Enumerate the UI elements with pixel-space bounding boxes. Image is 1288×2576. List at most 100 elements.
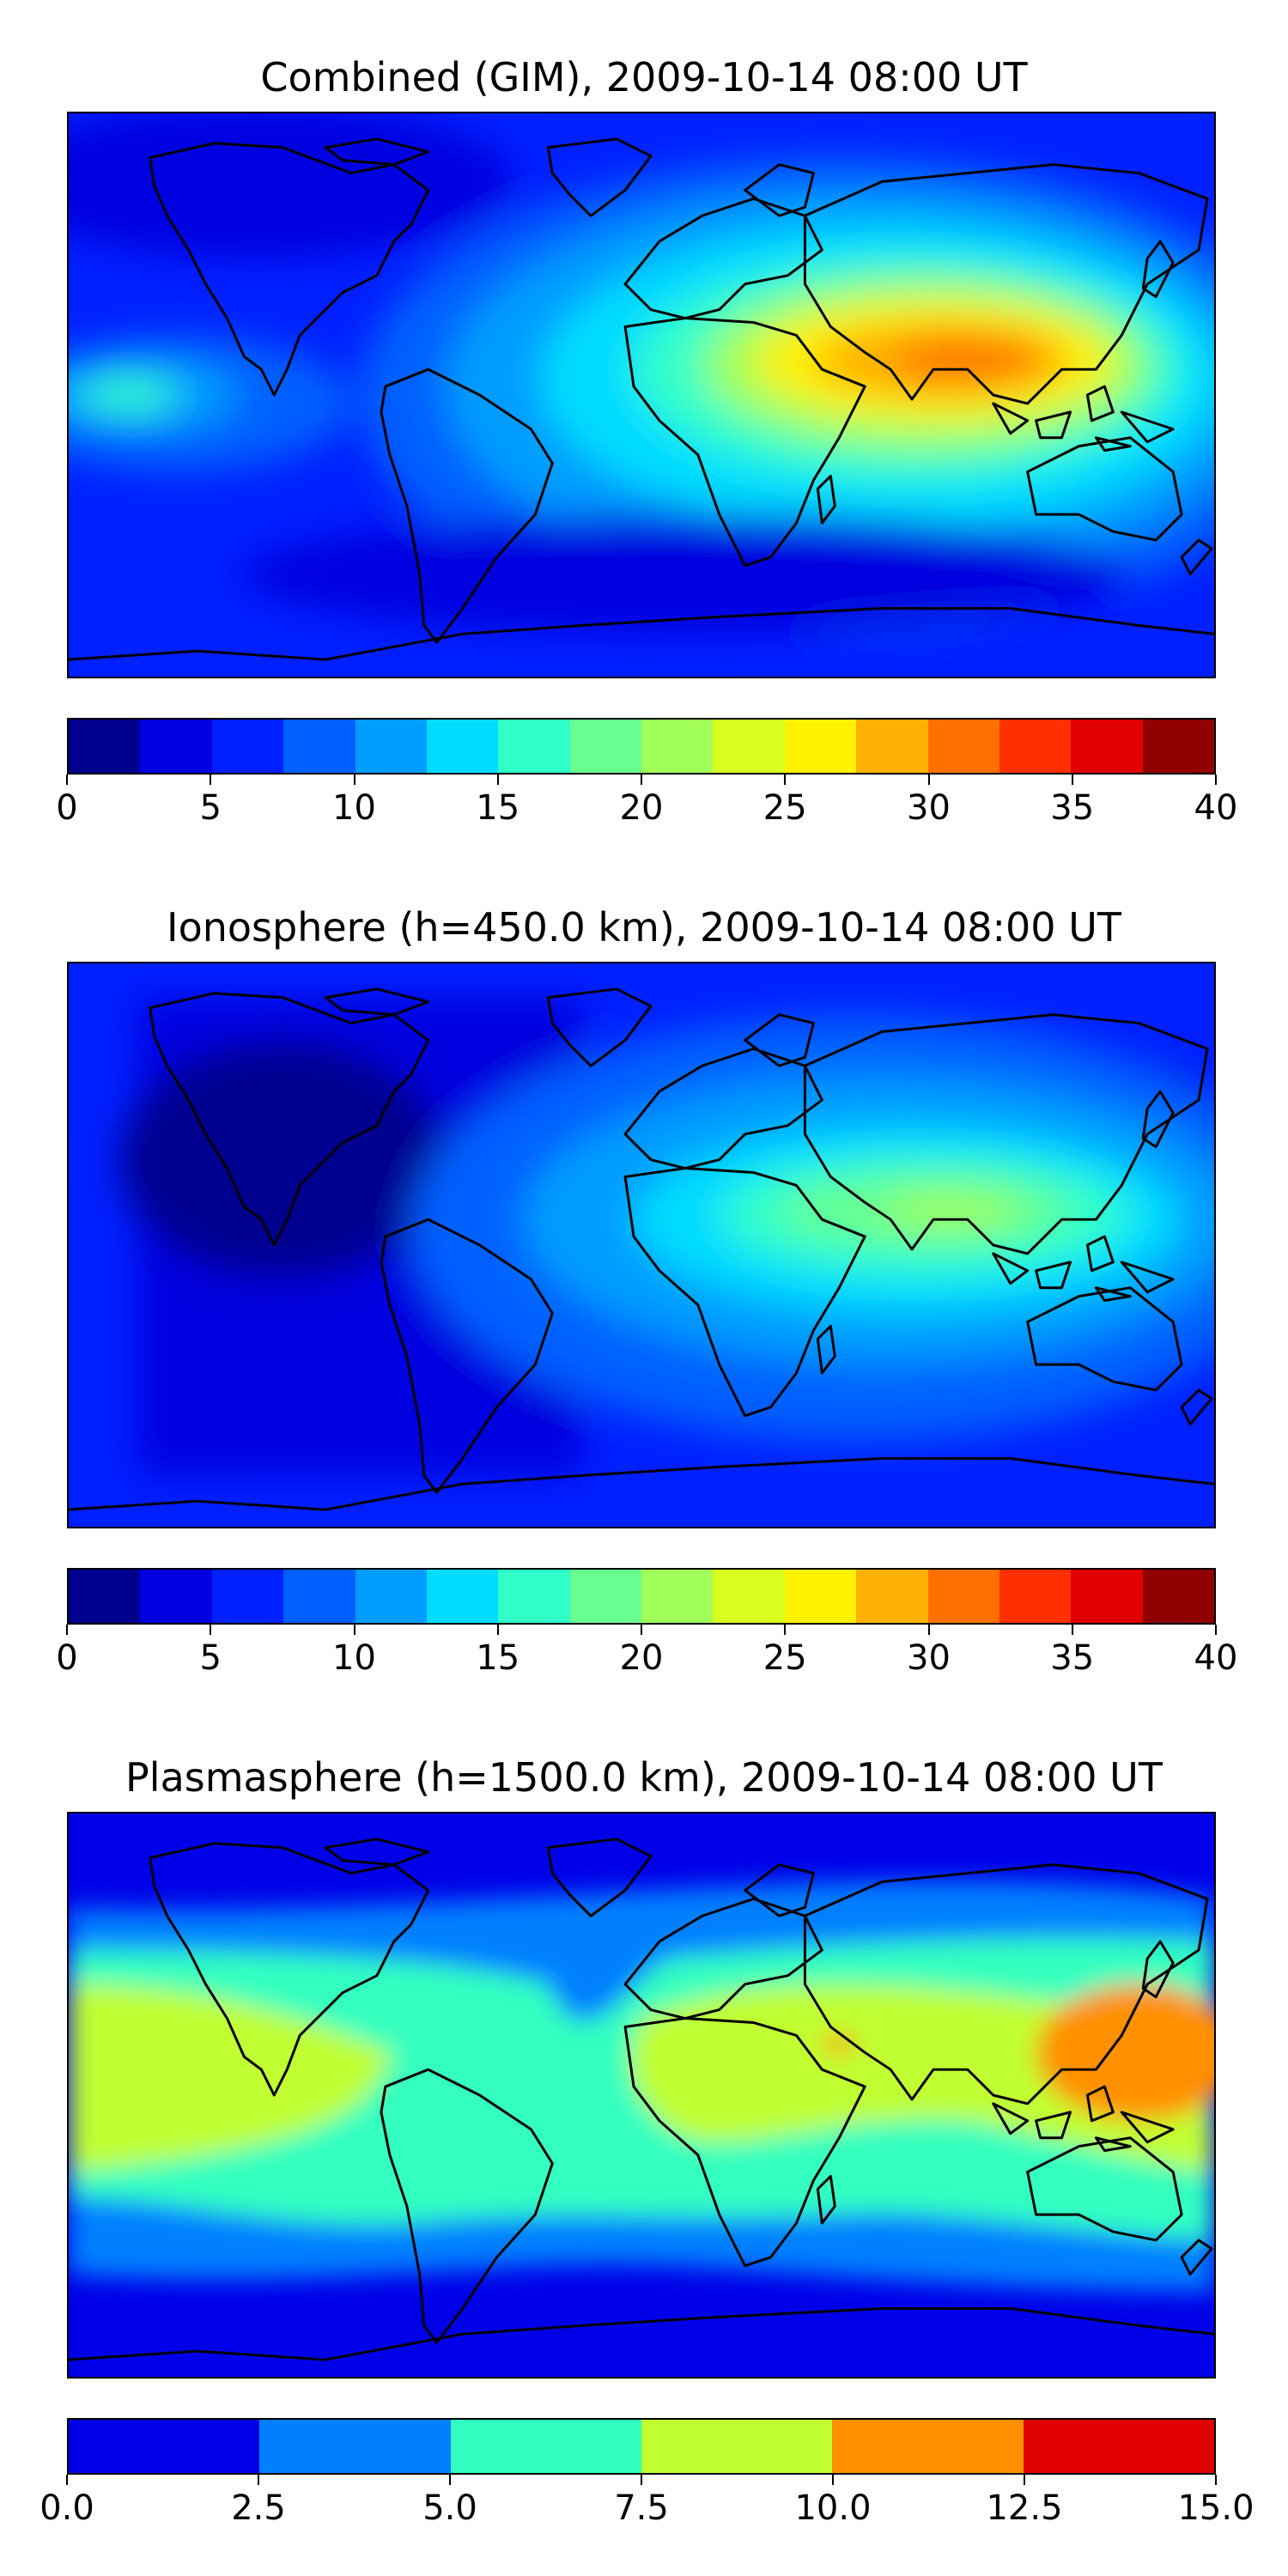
tick-label: 7.5 — [614, 2488, 669, 2528]
colorbar-segment — [1023, 2420, 1214, 2473]
colorbar-segment — [450, 2420, 641, 2473]
tick-mark — [784, 775, 787, 785]
colorbar-ticks-ionosphere: 0 5 10 15 20 25 30 35 40 — [56, 1625, 1237, 1678]
colorbar-ticks-combined: 0 5 10 15 20 25 30 35 40 — [56, 775, 1237, 828]
colorbar-segment — [999, 1570, 1072, 1623]
tick-mark — [353, 775, 355, 785]
tick-mark — [66, 2475, 68, 2485]
tick-label: 15.0 — [1177, 2488, 1255, 2528]
tick-label: 0.0 — [39, 2488, 94, 2528]
map-ionosphere — [67, 962, 1216, 1528]
colorbar-segment — [259, 2420, 451, 2473]
colorbar-ticks-plasmasphere: 0.0 2.5 5.0 7.5 10.0 12.5 15.0 — [39, 2475, 1255, 2528]
tick-mark — [927, 775, 930, 785]
tick-mark — [1215, 1625, 1217, 1635]
map-plasmasphere — [67, 1812, 1216, 2379]
tick-mark — [641, 1625, 642, 1635]
panel-title-ionosphere: Ionosphere (h=450.0 km), 2009-10-14 08:0… — [167, 904, 1121, 951]
map-combined — [67, 112, 1216, 678]
tick-label: 40 — [1194, 1638, 1238, 1678]
colorbar-segment — [856, 1570, 928, 1623]
tick-mark — [784, 1625, 787, 1635]
colorbar-segment — [355, 720, 427, 773]
colorbar-segment — [927, 1570, 999, 1623]
tick-mark — [66, 775, 68, 785]
panel-title-plasmasphere: Plasmasphere (h=1500.0 km), 2009-10-14 0… — [125, 1754, 1163, 1801]
tick-mark — [66, 1625, 68, 1635]
tick-label: 12.5 — [986, 2488, 1063, 2528]
panel-title-combined: Combined (GIM), 2009-10-14 08:00 UT — [260, 54, 1028, 100]
colorbar-segment — [1142, 720, 1214, 773]
colorbar-segment — [355, 1570, 427, 1623]
colorbar-segment — [927, 720, 999, 773]
tick-mark — [1215, 775, 1217, 785]
tick-label: 10 — [332, 1638, 376, 1678]
tick-mark — [641, 2475, 642, 2485]
tick-label: 25 — [762, 788, 807, 828]
colorbar-segment — [498, 1570, 570, 1623]
tick-mark — [353, 1625, 355, 1635]
tick-mark — [641, 775, 642, 785]
tick-label: 15 — [476, 1638, 520, 1678]
tick-label: 10 — [332, 788, 376, 828]
colorbar-segment — [1071, 720, 1143, 773]
tick-label: 40 — [1194, 788, 1238, 828]
tick-mark — [927, 1625, 930, 1635]
tick-mark — [449, 2475, 451, 2485]
colorbar-plasmasphere — [67, 2418, 1216, 2475]
tick-label: 35 — [1050, 788, 1095, 828]
tick-label: 20 — [619, 1638, 664, 1678]
tick-label: 30 — [907, 788, 951, 828]
tick-label: 5 — [199, 1638, 222, 1678]
colorbar-segment — [1071, 1570, 1143, 1623]
colorbar-segment — [426, 1570, 499, 1623]
tick-label: 5 — [199, 788, 222, 828]
tick-label: 0 — [56, 788, 78, 828]
tick-label: 2.5 — [231, 2488, 286, 2528]
colorbar-segment — [69, 1570, 141, 1623]
tick-mark — [1071, 775, 1073, 785]
colorbar-segment — [211, 720, 284, 773]
colorbar-segment — [140, 720, 212, 773]
colorbar-segment — [140, 1570, 212, 1623]
colorbar-segment — [283, 1570, 355, 1623]
tick-label: 35 — [1050, 1638, 1095, 1678]
tick-label: 15 — [476, 788, 520, 828]
colorbar-segment — [69, 720, 141, 773]
tick-mark — [210, 775, 212, 785]
tick-mark — [1215, 2475, 1217, 2485]
colorbar-segment — [211, 1570, 284, 1623]
colorbar-segment — [713, 1570, 785, 1623]
colorbar-segment — [569, 720, 641, 773]
colorbar-segment — [641, 1570, 714, 1623]
colorbar-segment — [784, 720, 857, 773]
tick-mark — [258, 2475, 259, 2485]
colorbar-segment — [1142, 1570, 1214, 1623]
tick-mark — [496, 775, 499, 785]
tick-label: 10.0 — [794, 2488, 872, 2528]
colorbar-segment — [283, 720, 355, 773]
colorbar-segment — [426, 720, 499, 773]
colorbar-segment — [641, 720, 714, 773]
colorbar-segment — [569, 1570, 641, 1623]
colorbar-segment — [713, 720, 785, 773]
colorbar-segment — [999, 720, 1072, 773]
colorbar-ionosphere — [67, 1568, 1216, 1625]
colorbar-segment — [856, 720, 928, 773]
colorbar-combined — [67, 718, 1216, 775]
tick-mark — [1071, 1625, 1073, 1635]
tick-mark — [1024, 2475, 1025, 2485]
colorbar-segment — [832, 2420, 1024, 2473]
colorbar-segment — [784, 1570, 857, 1623]
tick-label: 20 — [619, 788, 664, 828]
tick-mark — [210, 1625, 212, 1635]
tick-label: 30 — [907, 1638, 951, 1678]
tick-label: 0 — [56, 1638, 78, 1678]
colorbar-segment — [498, 720, 570, 773]
tick-mark — [496, 1625, 499, 1635]
tick-label: 5.0 — [422, 2488, 477, 2528]
tick-label: 25 — [762, 1638, 807, 1678]
colorbar-segment — [641, 2420, 833, 2473]
tick-mark — [832, 2475, 834, 2485]
colorbar-segment — [69, 2420, 260, 2473]
